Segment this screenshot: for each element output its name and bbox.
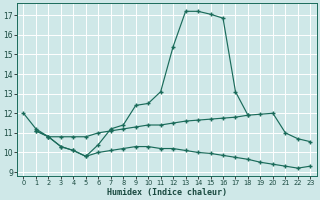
X-axis label: Humidex (Indice chaleur): Humidex (Indice chaleur) [107,188,227,197]
